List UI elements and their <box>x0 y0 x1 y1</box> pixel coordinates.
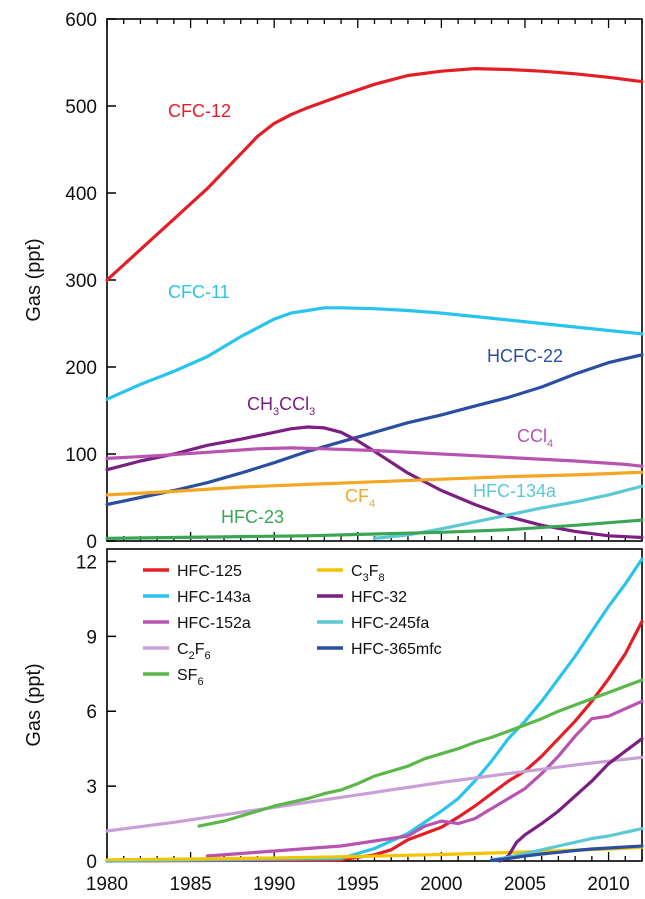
top-y-tick-label: 600 <box>65 10 97 31</box>
top-series-cfc-11-line <box>105 306 644 401</box>
x-tick-label: 1980 <box>86 874 128 895</box>
series-label-cf4: CF4 <box>345 486 375 510</box>
series-label-cfc-11: CFC-11 <box>168 282 230 302</box>
bottom-y-tick-label: 12 <box>76 552 97 573</box>
top-plot-frame <box>106 18 643 542</box>
bottom-panel: 0 3 6 9 12 1980 1985 1990 1995 2000 2005 2010 Gas (p… <box>23 548 644 895</box>
legend-label-hfc-365mfc: HFC-365mfc <box>351 641 442 658</box>
bottom-series-hfc-32-line <box>498 737 644 863</box>
series-label-hfc-23: HFC-23 <box>221 507 284 527</box>
legend-label-hfc-245fa: HFC-245fa <box>351 615 429 632</box>
series-label-ccl4: CCl4 <box>517 426 553 450</box>
series-label-cfc-12: CFC-12 <box>168 101 231 121</box>
top-series-ch3ccl3-line <box>105 425 644 540</box>
x-tick-label: 1985 <box>169 874 211 895</box>
top-y-tick-label: 100 <box>65 445 97 466</box>
bottom-series-hfc-152a-line <box>205 699 644 858</box>
bottom-y-tick-label: 6 <box>86 702 97 723</box>
x-tick-label: 1995 <box>337 874 379 895</box>
legend-label-hfc-143a: HFC-143a <box>177 589 251 606</box>
legend-label-c2f6: C2F6 <box>177 641 211 662</box>
bottom-y-axis-title: Gas (ppt) <box>23 663 45 746</box>
top-series-hfc-23-line <box>105 518 644 541</box>
bottom-series-c2f6-line <box>105 755 644 833</box>
legend-label-hfc-152a: HFC-152a <box>177 615 251 632</box>
top-series-hcfc-22-line <box>105 353 644 507</box>
bottom-series-sf6-line <box>197 678 644 828</box>
legend-label-hfc-125: HFC-125 <box>177 563 242 580</box>
bottom-series-hfc-125-line <box>105 619 644 863</box>
x-tick-label: 1990 <box>253 874 295 895</box>
top-series-cfc-12-line <box>105 66 644 282</box>
x-tick-label: 2010 <box>587 874 629 895</box>
series-label-hcfc-22: HCFC-22 <box>487 346 563 366</box>
x-tick-label: 2000 <box>420 874 462 895</box>
bottom-y-tick-label: 0 <box>86 852 97 873</box>
x-tick-label: 2005 <box>504 874 546 895</box>
top-y-tick-label: 500 <box>65 97 97 118</box>
bottom-series-hfc-365mfc-line <box>489 844 644 863</box>
top-y-tick-label: 0 <box>86 532 97 553</box>
top-series-cf4-line <box>105 470 644 497</box>
bottom-y-tick-label: 3 <box>86 777 97 798</box>
top-y-tick-label: 200 <box>65 358 97 379</box>
top-panel: 0 100 200 300 400 500 600 Gas (ppt) CFC-12 CFC-11… <box>23 10 644 553</box>
legend-label-c3f8: C3F8 <box>351 563 385 584</box>
series-label-hfc-134a: HFC-134a <box>473 481 557 501</box>
top-y-tick-label: 400 <box>65 184 97 205</box>
top-y-axis-title: Gas (ppt) <box>23 238 45 321</box>
legend-label-hfc-32: HFC-32 <box>351 589 407 606</box>
bottom-legend: HFC-125 HFC-143a HFC-152a C2F6 SF6 C3F8 HFC-32… <box>143 563 442 688</box>
top-series-ccl4-line <box>105 446 644 468</box>
series-label-ch3ccl3: CH3CCl3 <box>247 394 315 418</box>
bottom-y-tick-label: 9 <box>86 627 97 648</box>
top-y-tick-label: 300 <box>65 271 97 292</box>
bottom-series-hfc-245fa-line <box>489 826 644 862</box>
legend-label-sf6: SF6 <box>177 667 204 688</box>
